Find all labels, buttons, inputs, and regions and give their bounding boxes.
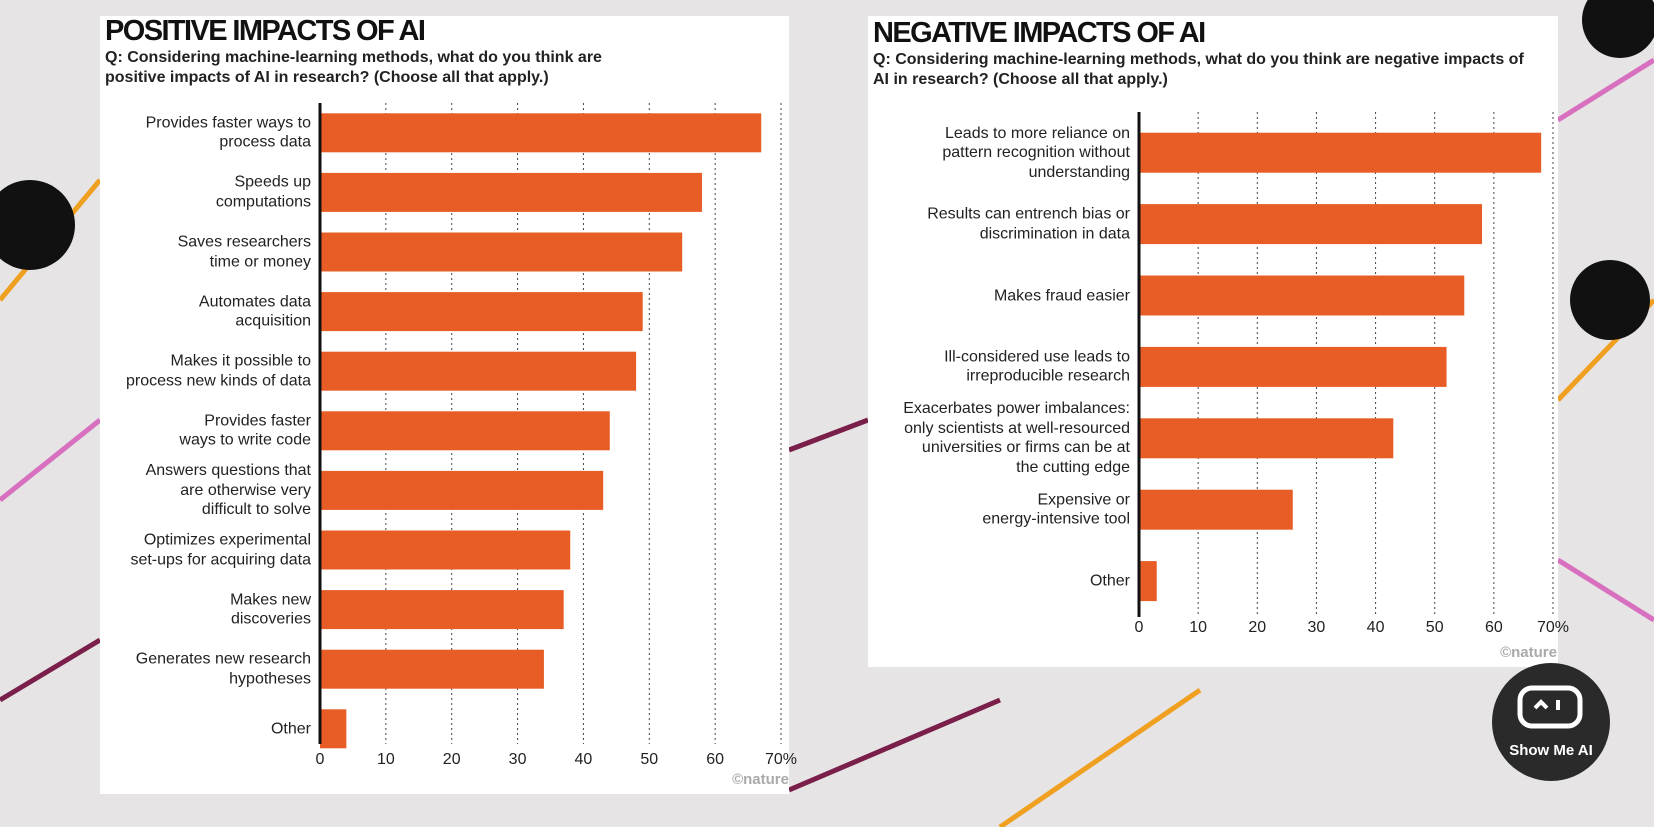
- category-label: Expensive or energy-intensive tool: [982, 491, 1130, 528]
- category-label: Other: [270, 720, 311, 738]
- bar: [1139, 489, 1293, 530]
- x-tick-label: 60: [1484, 619, 1503, 636]
- category-label: Makes fraud easier: [993, 286, 1130, 304]
- bar: [320, 172, 702, 212]
- chart-title: NEGATIVE IMPACTS OF AI: [873, 17, 1206, 49]
- chart-subtitle: Q: Considering machine-learning methods,…: [105, 49, 602, 86]
- bar: [1139, 275, 1465, 316]
- x-tick-label: 30: [1307, 619, 1326, 636]
- chart-subtitle: Q: Considering machine-learning methods,…: [873, 51, 1524, 88]
- bar: [1139, 204, 1483, 245]
- x-tick-label: 40: [1366, 619, 1385, 636]
- bar: [320, 411, 610, 451]
- source: ©nature: [1500, 644, 1557, 661]
- category-label: Provides faster ways to write code: [179, 412, 311, 449]
- category-label: Ill-considered use leads to irreproducib…: [944, 348, 1130, 385]
- x-tick-label: 20: [1248, 619, 1267, 636]
- logo: [1492, 663, 1610, 781]
- bar: [320, 590, 564, 630]
- x-tick-label: 10: [1189, 619, 1208, 636]
- category-label: Optimizes experimental set-ups for acqui…: [130, 531, 311, 569]
- category-label: Leads to more reliance on pattern recogn…: [942, 124, 1130, 181]
- category-label: Automates data acquisition: [198, 293, 311, 330]
- chart-title: POSITIVE IMPACTS OF AI: [105, 15, 426, 47]
- x-tick-label: 70%: [764, 751, 798, 768]
- bar: [1139, 132, 1542, 173]
- bar: [320, 530, 571, 570]
- category-label: Speeds up computations: [215, 173, 311, 211]
- x-tick-label: 30: [508, 751, 527, 768]
- category-label: Generates new research hypotheses: [135, 650, 311, 688]
- x-tick-label: 70%: [1536, 619, 1570, 636]
- x-tick-label: 50: [1425, 619, 1444, 636]
- category-label: Saves researchers time or money: [177, 233, 311, 271]
- bar: [1139, 346, 1447, 387]
- x-tick-label: 50: [640, 751, 659, 768]
- bar: [320, 351, 637, 391]
- bar: [320, 232, 683, 272]
- watermark: Show Me AI: [1509, 742, 1593, 759]
- x-tick-label: 60: [706, 751, 725, 768]
- bar: [320, 292, 643, 332]
- bar: [320, 649, 544, 689]
- x-tick-label: 20: [442, 751, 461, 768]
- x-tick-label: 40: [574, 751, 593, 768]
- source: ©nature: [732, 771, 789, 788]
- category-label: Results can entrench bias or discriminat…: [927, 205, 1130, 243]
- bar: [1139, 561, 1157, 602]
- x-tick-label: 0: [315, 751, 325, 768]
- category-label: Makes it possible to process new kinds o…: [126, 352, 311, 390]
- bar: [1139, 418, 1394, 459]
- category-label: Exacerbates power imbalances: only scien…: [903, 400, 1130, 476]
- bar: [320, 470, 604, 510]
- category-label: Makes new discoveries: [230, 591, 311, 628]
- category-label: Answers questions that are otherwise ver…: [145, 462, 311, 519]
- panel: [868, 16, 1558, 667]
- category-label: Provides faster ways to process data: [145, 114, 311, 151]
- bar: [320, 709, 347, 749]
- x-tick-label: 0: [1134, 619, 1144, 636]
- x-tick-label: 10: [376, 751, 395, 768]
- bar: [320, 113, 762, 153]
- category-label: Other: [1089, 572, 1130, 590]
